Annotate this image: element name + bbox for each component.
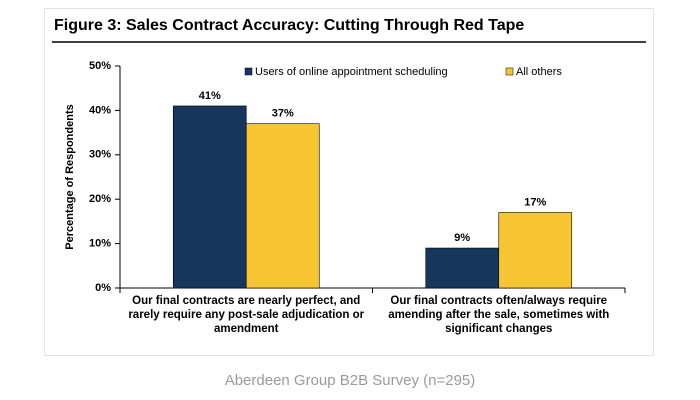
x-tick-label: Our final contracts are nearly perfect, …: [128, 295, 365, 335]
bar: [172, 105, 247, 289]
data-label: 37%: [272, 108, 294, 120]
y-tick-label: 0%: [95, 282, 111, 294]
y-tick-label: 10%: [89, 238, 111, 250]
legend-swatch: [505, 67, 514, 76]
y-axis-label: Percentage of Respondents: [64, 104, 76, 249]
legend-label: Users of online appointment scheduling: [255, 66, 448, 78]
y-tick-label: 40%: [89, 104, 111, 116]
x-tick-label: Our final contracts often/always require…: [388, 295, 610, 335]
y-tick-label: 50%: [89, 60, 111, 72]
caption: Aberdeen Group B2B Survey (n=295): [224, 372, 476, 389]
bar: [498, 212, 573, 289]
chart-title: Figure 3: Sales Contract Accuracy: Cutti…: [54, 17, 524, 34]
data-label: 17%: [524, 196, 546, 208]
bar: [245, 123, 320, 289]
y-tick-label: 20%: [89, 193, 111, 205]
legend-label: All others: [516, 66, 562, 78]
legend-swatch: [244, 67, 253, 76]
bar: [425, 247, 500, 289]
data-label: 9%: [454, 232, 470, 244]
data-label: 41%: [199, 90, 221, 102]
y-tick-label: 30%: [89, 149, 111, 161]
figure-frame: [44, 8, 654, 356]
